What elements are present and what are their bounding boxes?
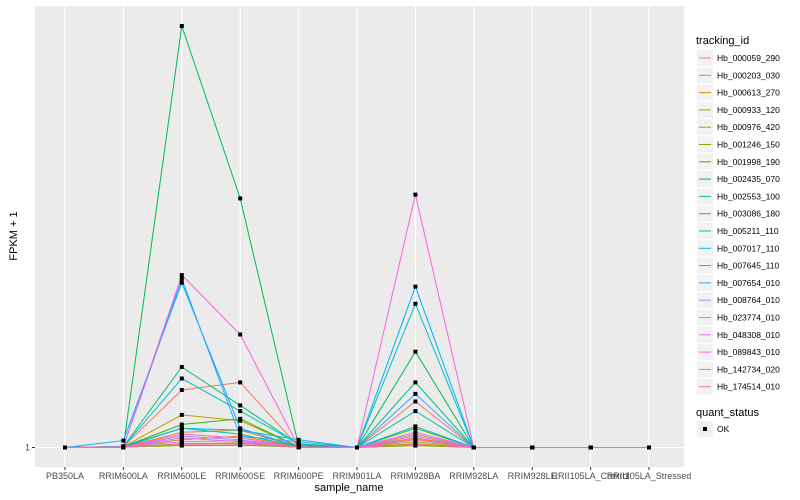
x-tick-label-RRIM928LA: RRIM928LA <box>449 471 498 481</box>
data-point-Hb_174514_010-2 <box>179 442 184 447</box>
x-axis: PB350LA RRIM600LA RRIM600LE RRIM600SE RRIM60… <box>46 467 691 481</box>
x-tick-label-RRIM600SE: RRIM600SE <box>215 471 265 481</box>
plot-panel <box>35 6 684 467</box>
data-point-Hb_001998_190-3 <box>238 416 243 421</box>
data-point-Hb_007654_010-6 <box>413 391 418 396</box>
data-point-Hb_007645_110-1 <box>121 438 126 443</box>
data-point-Hb_000059_290-6 <box>413 399 418 404</box>
data-points <box>63 24 651 450</box>
legend-label-Hb_000203_030: Hb_000203_030 <box>717 70 780 80</box>
data-point-Hb_007645_110-3 <box>238 426 243 431</box>
legend-label-Hb_000613_270: Hb_000613_270 <box>717 88 780 98</box>
data-point-Hb_001998_190-2 <box>179 422 184 427</box>
legend-label-Hb_000059_290: Hb_000059_290 <box>717 53 780 63</box>
legend-label-Hb_007654_010: Hb_007654_010 <box>717 278 780 288</box>
legend-label-Hb_001998_190: Hb_001998_190 <box>717 157 780 167</box>
x-tick-label-RRIM901LA: RRIM901LA <box>332 471 381 481</box>
data-point-Hb_007017_110-2 <box>179 426 184 431</box>
legend-title-tracking-id: tracking_id <box>696 35 749 47</box>
data-point-Hb_007645_110-6 <box>413 284 418 289</box>
legend-tracking-items: Hb_000059_290 Hb_000203_030 Hb_000613_270 H… <box>697 50 780 395</box>
data-point-Hb_002553_100-6 <box>413 380 418 385</box>
data-point-Hb_000059_290-3 <box>238 380 243 385</box>
data-point-Hb_174514_010-7 <box>471 445 476 450</box>
x-tick-label-RRIM600PE: RRIM600PE <box>274 471 324 481</box>
x-tick-label-RRIM928BA: RRIM928BA <box>390 471 440 481</box>
legend-label-Hb_000976_420: Hb_000976_420 <box>717 122 780 132</box>
data-point-Hb_005211_110-3 <box>238 409 243 414</box>
legend-label-Hb_005211_110: Hb_005211_110 <box>717 226 779 236</box>
legend-label-Hb_007017_110: Hb_007017_110 <box>717 243 780 253</box>
data-point-Hb_008764_010-6 <box>413 434 418 438</box>
x-tick-label-RRIM600LA: RRIM600LA <box>99 471 148 481</box>
legend-label-Hb_008764_010: Hb_008764_010 <box>717 295 780 305</box>
legend: tracking_id Hb_000059_290Hb_000203_030Hb… <box>696 35 780 437</box>
x-tick-label-RRII105LA_Stressed: RRII105LA_Stressed <box>607 471 692 481</box>
data-point-Hb_174514_010-5 <box>355 445 359 450</box>
data-point-Hb_002435_070-6 <box>413 349 418 354</box>
data-point-Hb_002553_100-2 <box>179 365 184 369</box>
data-point-Hb_174514_010-0 <box>63 445 67 450</box>
legend-label-ok: OK <box>717 424 730 434</box>
legend-label-Hb_174514_010: Hb_174514_010 <box>717 382 780 392</box>
x-tick-label-RRIM928LE: RRIM928LE <box>508 471 557 481</box>
x-tick-label-RRII105LA_Control: RRII105LA_Control <box>552 471 630 481</box>
data-point-Hb_007645_110-2 <box>179 280 184 285</box>
data-point-Hb_142734_020-2 <box>179 432 184 437</box>
data-point-Hb_005211_110-6 <box>413 301 418 306</box>
legend-label-Hb_003086_180: Hb_003086_180 <box>717 209 780 219</box>
data-point-Hb_089843_010-6 <box>413 192 418 197</box>
data-point-Hb_003086_180-6 <box>413 409 418 414</box>
y-tick-label-1: 1 <box>25 443 30 453</box>
data-point-Hb_174514_010-1 <box>121 445 126 450</box>
legend-label-Hb_048308_010: Hb_048308_010 <box>717 330 780 340</box>
data-point-Hb_089843_010-3 <box>238 332 243 337</box>
legend-title-quant-status: quant_status <box>696 407 759 419</box>
legend-label-Hb_089843_010: Hb_089843_010 <box>717 347 780 357</box>
data-point-Hb_174514_010-10 <box>647 445 651 450</box>
data-point-Hb_174514_010-6 <box>413 442 418 447</box>
data-point-Hb_002553_100-3 <box>238 403 243 408</box>
data-point-Hb_007654_010-4 <box>296 439 301 444</box>
data-point-Hb_007017_110-6 <box>413 424 418 429</box>
legend-label-Hb_142734_020: Hb_142734_020 <box>717 364 780 374</box>
data-point-Hb_005211_110-2 <box>179 376 184 381</box>
legend-label-Hb_007645_110: Hb_007645_110 <box>717 261 780 271</box>
legend-label-Hb_002435_070: Hb_002435_070 <box>717 174 780 184</box>
data-point-Hb_000933_120-2 <box>179 412 184 417</box>
x-axis-title: sample_name <box>314 482 383 494</box>
data-point-Hb_048308_010-2 <box>179 435 184 440</box>
data-point-Hb_048308_010-6 <box>413 430 418 435</box>
x-tick-label-RRIM600LE: RRIM600LE <box>157 471 206 481</box>
grid-lines <box>35 6 684 467</box>
legend-label-Hb_002553_100: Hb_002553_100 <box>717 191 780 201</box>
legend-label-Hb_001246_150: Hb_001246_150 <box>717 140 780 150</box>
legend-label-Hb_023774_010: Hb_023774_010 <box>717 313 780 323</box>
y-axis-title: FPKM + 1 <box>8 211 20 260</box>
y-axis: 1 <box>25 443 35 453</box>
legend-label-Hb_000933_120: Hb_000933_120 <box>717 105 780 115</box>
data-point-Hb_000059_290-2 <box>179 388 184 392</box>
data-point-Hb_174514_010-9 <box>588 445 593 450</box>
data-point-Hb_174514_010-3 <box>238 441 243 446</box>
data-point-Hb_089843_010-2 <box>179 273 184 278</box>
data-point-Hb_002435_070-3 <box>238 196 243 201</box>
data-point-Hb_142734_020-3 <box>238 435 243 440</box>
data-point-Hb_142734_020-6 <box>413 437 418 442</box>
data-point-Hb_174514_010-8 <box>530 445 535 450</box>
data-point-Hb_007654_010-2 <box>179 276 184 281</box>
data-point-Hb_023774_010-2 <box>179 439 184 444</box>
legend-ok-point <box>703 427 707 431</box>
data-point-Hb_002435_070-2 <box>179 24 184 28</box>
x-tick-label-PB350LA: PB350LA <box>46 471 84 481</box>
data-point-Hb_174514_010-4 <box>296 445 301 450</box>
